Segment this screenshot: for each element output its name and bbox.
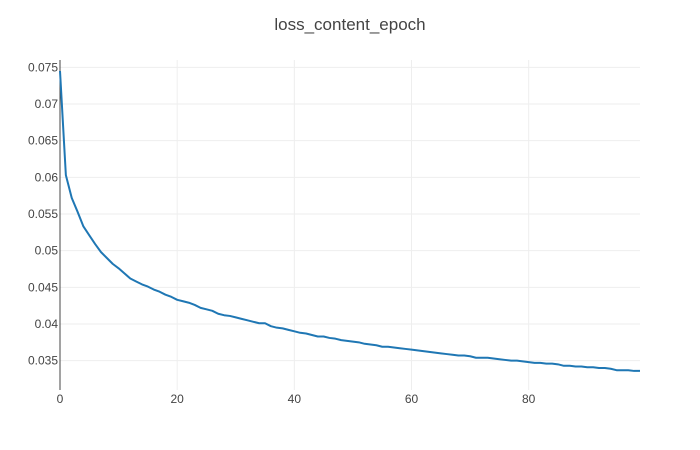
y-tick-label: 0.06 [35, 170, 59, 184]
y-axis-tick-labels: 0.035 0.04 0.045 0.05 0.055 0.06 0.065 0.07 0.07… [28, 60, 58, 367]
y-tick-label: 0.07 [35, 97, 59, 111]
x-tick-label: 0 [57, 392, 64, 406]
x-gridlines [176, 60, 530, 390]
y-tick-label: 0.04 [35, 317, 59, 331]
y-gridlines [60, 66, 640, 362]
y-tick-label: 0.065 [28, 134, 58, 148]
y-tick-label: 0.045 [28, 280, 58, 294]
x-tick-label: 20 [170, 392, 184, 406]
y-tick-label: 0.035 [28, 354, 58, 368]
chart-title: loss_content_epoch [274, 15, 425, 34]
y-tick-label: 0.075 [28, 60, 58, 74]
x-tick-label: 40 [288, 392, 302, 406]
x-tick-label: 60 [405, 392, 419, 406]
series-line [59, 70, 640, 372]
x-axis-tick-labels: 0 20 40 60 80 [57, 392, 536, 406]
y-tick-label: 0.05 [35, 244, 59, 258]
x-tick-label: 80 [522, 392, 536, 406]
y-tick-label: 0.055 [28, 207, 58, 221]
